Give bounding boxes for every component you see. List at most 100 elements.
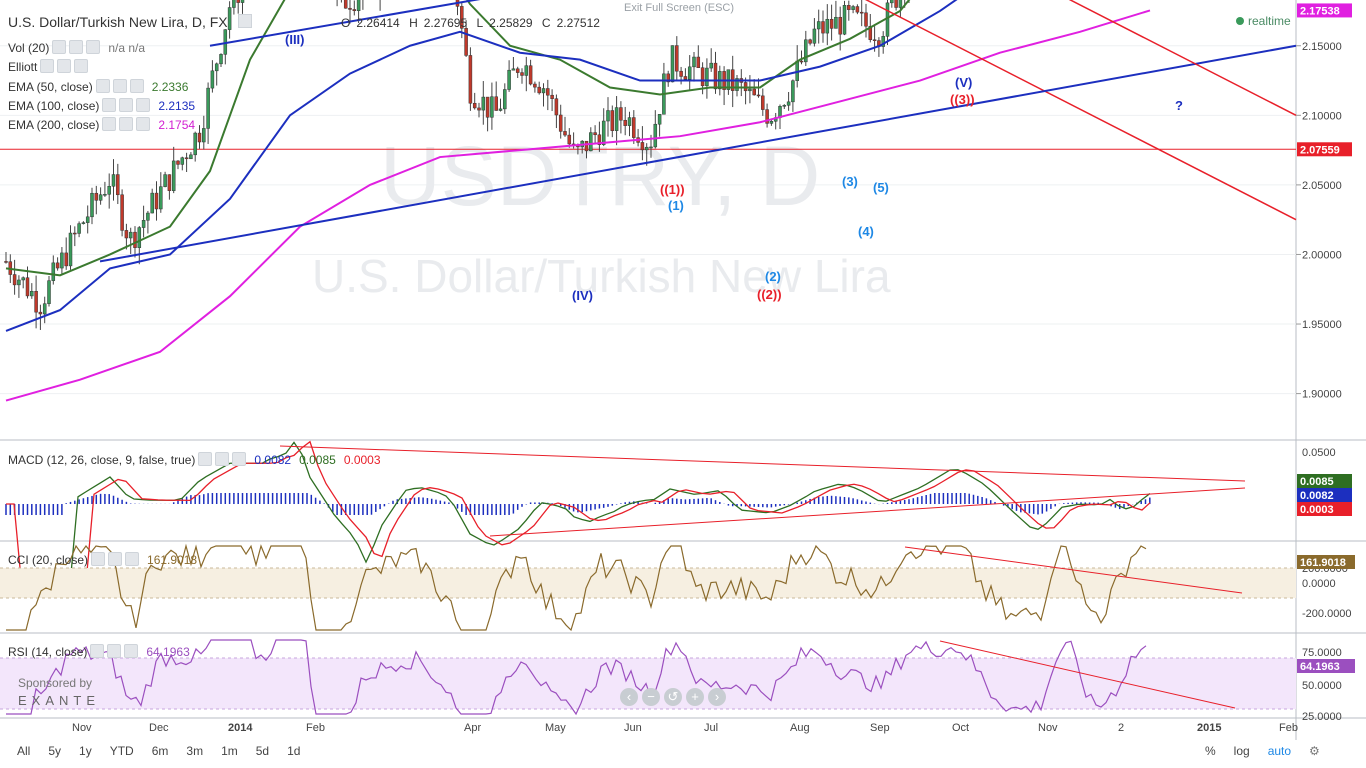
scale-toolbar: % log auto ⚙: [1196, 740, 1329, 764]
gear-icon[interactable]: ⚙: [1309, 744, 1320, 758]
candle-body: [851, 6, 855, 10]
eye-icon[interactable]: [95, 79, 110, 93]
indicator-row-ema200[interactable]: EMA (200, close) 2.1754: [8, 117, 195, 132]
eye-icon[interactable]: [52, 40, 67, 54]
candle-body: [799, 60, 804, 63]
close-icon[interactable]: [136, 117, 151, 131]
candle-body: [214, 63, 219, 72]
candle-body: [619, 107, 623, 121]
candle-body: [558, 114, 563, 132]
candle-body: [696, 56, 701, 68]
indicator-row-ema50[interactable]: EMA (50, close) 2.2336: [8, 79, 188, 94]
macd-legend[interactable]: MACD (12, 26, close, 9, false, true) 0.00…: [8, 452, 381, 467]
price-marker-box: [1297, 3, 1352, 18]
ohlc-c-label: C: [541, 16, 551, 30]
close-icon[interactable]: [86, 40, 101, 54]
range-1d-button[interactable]: 1d: [287, 744, 301, 758]
auto-scale-button[interactable]: auto: [1267, 744, 1292, 758]
gear-icon[interactable]: [69, 40, 84, 54]
range-1y-button[interactable]: 1y: [79, 744, 92, 758]
indicator-row-ema100[interactable]: EMA (100, close) 2.2135: [8, 98, 195, 113]
candle-body: [528, 65, 533, 85]
candle-body: [855, 6, 860, 13]
eye-icon[interactable]: [91, 552, 106, 566]
rsi-line: [6, 639, 1147, 716]
candle-body: [563, 131, 567, 136]
candle-body: [687, 66, 692, 80]
time-axis-label: 2: [1118, 722, 1124, 734]
candle-body: [752, 88, 756, 96]
candle-body: [146, 212, 150, 221]
candle-body: [154, 192, 159, 210]
indicator-row-vol[interactable]: Vol (20) n/a n/a: [8, 40, 145, 55]
candle-body: [159, 186, 163, 210]
candle-body: [77, 223, 81, 234]
candle-body: [171, 160, 176, 191]
percent-scale-button[interactable]: %: [1205, 744, 1216, 758]
gear-icon[interactable]: [112, 79, 127, 93]
candle-body: [356, 0, 361, 12]
eye-icon[interactable]: [90, 644, 105, 658]
candle-body: [167, 174, 172, 191]
eye-icon[interactable]: [40, 59, 55, 73]
price-tick-label: 2.00000: [1302, 249, 1342, 261]
candle-body: [812, 28, 817, 44]
range-ytd-button[interactable]: YTD: [109, 744, 134, 758]
candle-body: [606, 110, 610, 122]
log-scale-button[interactable]: log: [1233, 744, 1250, 758]
candle-body: [343, 0, 348, 9]
close-icon[interactable]: [125, 552, 140, 566]
range-all-button[interactable]: All: [17, 744, 31, 758]
reset-icon[interactable]: ↺: [664, 688, 682, 706]
eye-icon[interactable]: [198, 452, 213, 466]
gear-icon[interactable]: [108, 552, 123, 566]
indicator-value: 2.2336: [151, 80, 189, 94]
candle-body: [85, 216, 90, 223]
candle-body: [47, 280, 51, 304]
zoom-in-icon[interactable]: +: [686, 688, 704, 706]
close-icon[interactable]: [74, 59, 89, 73]
gear-icon[interactable]: [119, 117, 134, 131]
range-5y-button[interactable]: 5y: [48, 744, 62, 758]
cci-legend[interactable]: CCI (20, close) 161.9018: [8, 552, 197, 567]
scroll-left-icon[interactable]: ‹: [620, 688, 638, 706]
close-icon[interactable]: [136, 98, 151, 112]
gear-icon[interactable]: [57, 59, 72, 73]
range-1m-button[interactable]: 1m: [221, 744, 238, 758]
candle-body: [460, 6, 464, 29]
rsi-marker-label: 64.1963: [1300, 661, 1340, 673]
settings-icon[interactable]: [237, 14, 252, 28]
candle-body: [782, 105, 787, 107]
scroll-right-icon[interactable]: ›: [708, 688, 726, 706]
candle-body: [141, 220, 146, 228]
rsi-legend[interactable]: RSI (14, close) 64.1963: [8, 644, 190, 659]
close-icon[interactable]: [232, 452, 247, 466]
gear-icon[interactable]: [119, 98, 134, 112]
candle-body: [34, 290, 38, 313]
indicator-row-elliott[interactable]: Elliott: [8, 59, 89, 74]
candle-body: [692, 56, 696, 68]
sponsor-block[interactable]: Sponsored by EXANTE: [18, 676, 100, 708]
indicator-value: 2.1754: [158, 118, 196, 132]
exit-fullscreen-link[interactable]: Exit Full Screen (ESC): [624, 2, 735, 14]
close-icon[interactable]: [129, 79, 144, 93]
candle-body: [206, 87, 210, 129]
range-6m-button[interactable]: 6m: [151, 744, 169, 758]
zoom-out-icon[interactable]: −: [642, 688, 660, 706]
cci-trendline: [904, 546, 1243, 594]
candle-body: [94, 192, 99, 201]
candle-body: [881, 36, 885, 47]
range-5d-button[interactable]: 5d: [255, 744, 270, 758]
gear-icon[interactable]: [215, 452, 230, 466]
rsi-axis-tick: 25.0000: [1302, 711, 1342, 723]
elliott-wave-label: (4): [858, 224, 874, 239]
eye-icon[interactable]: [102, 98, 117, 112]
range-3m-button[interactable]: 3m: [186, 744, 204, 758]
candle-body: [550, 94, 554, 99]
gear-icon[interactable]: [107, 644, 122, 658]
elliott-wave-label: ((1)): [660, 182, 685, 197]
ascending-channel-bottom-line: [99, 44, 1297, 263]
eye-icon[interactable]: [102, 117, 117, 131]
close-icon[interactable]: [124, 644, 139, 658]
